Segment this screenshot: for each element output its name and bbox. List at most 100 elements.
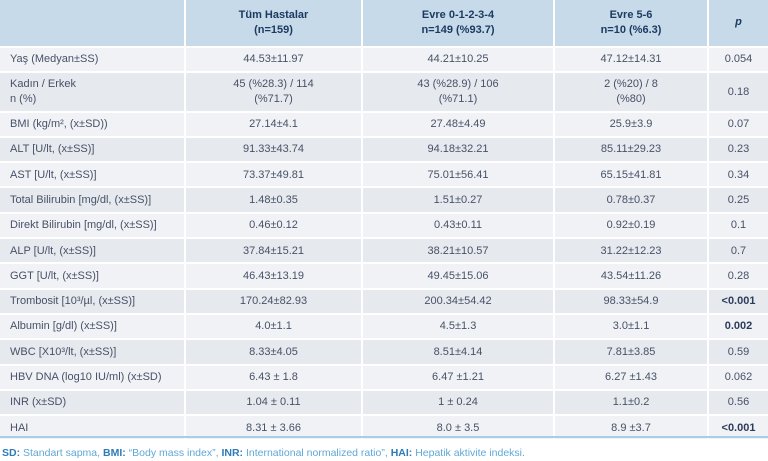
table-row: INR (x±SD) 1.04 ± 0.11 1 ± 0.24 1.1±0.2 0.56 <box>0 388 768 417</box>
p-value-cell: 0.002 <box>707 312 768 341</box>
row-label-cell: Kadın / Erkek n (%) <box>0 70 186 113</box>
value-cell-evre-5-6: 85.11±29.23 <box>553 135 709 164</box>
header-tum-hastalar: Tüm Hastalar (n=159) <box>184 0 363 48</box>
table-row: AST [U/lt, (x±SS)] 73.37±49.81 75.01±56.41… <box>0 161 768 189</box>
footnote-text: International normalized ratio”, <box>243 447 391 460</box>
row-label-cell: Trombosit [10³/µl, (x±SS)] <box>0 287 186 315</box>
value-cell-tum-hastalar: 1.04 ± 0.11 <box>184 388 363 417</box>
header-evre-5-6: Evre 5-6 n=10 (%6.3) <box>553 0 709 48</box>
value-cell-evre-0-1-2-3-4: 75.01±56.41 <box>361 161 555 189</box>
value-cell-evre-0-1-2-3-4: 43 (%28.9) / 106 (%71.1) <box>361 70 555 113</box>
table-row: Yaş (Medyan±SS) 44.53±11.97 44.21±10.25 47.… <box>0 45 768 73</box>
footnote-abbreviation: SD: <box>2 447 21 460</box>
value-cell-tum-hastalar: 46.43±13.19 <box>184 262 363 290</box>
value-cell-evre-5-6: 3.0±1.1 <box>553 312 709 341</box>
footnote-text: “Body mass index”, <box>125 447 222 460</box>
p-value-cell: 0.062 <box>707 363 768 391</box>
value-cell-tum-hastalar: 8.33±4.05 <box>184 338 363 366</box>
footnote-abbreviation: BMI: <box>102 447 126 460</box>
value-cell-evre-5-6: 31.22±12.23 <box>553 237 709 265</box>
value-cell-evre-0-1-2-3-4: 94.18±32.21 <box>361 135 555 164</box>
p-value-cell: 0.59 <box>707 338 768 366</box>
table-row: WBC [X10³/lt, (x±SS)] 8.33±4.05 8.51±4.14 7… <box>0 338 768 366</box>
p-value-cell: 0.23 <box>707 135 768 164</box>
header-p-value: p <box>707 0 768 48</box>
value-cell-evre-0-1-2-3-4: 1.51±0.27 <box>361 186 555 214</box>
table-row: Direkt Bilirubin [mg/dl, (x±SS)] 0.46±0.1… <box>0 211 768 240</box>
footnote-text: Standart sapma, <box>20 447 103 460</box>
footnote-abbreviation: INR: <box>221 447 244 460</box>
p-value-cell: 0.07 <box>707 110 768 138</box>
p-value-cell: 0.7 <box>707 237 768 265</box>
value-cell-tum-hastalar: 1.48±0.35 <box>184 186 363 214</box>
value-cell-evre-5-6: 2 (%20) / 8 (%80) <box>553 70 709 113</box>
bottom-divider <box>0 436 768 438</box>
value-cell-tum-hastalar: 0.46±0.12 <box>184 211 363 240</box>
value-cell-evre-5-6: 7.81±3.85 <box>553 338 709 366</box>
row-label-cell: ALP [U/lt, (x±SS)] <box>0 237 186 265</box>
table-row: Total Bilirubin [mg/dl, (x±SS)] 1.48±0.35… <box>0 186 768 214</box>
row-label-cell: WBC [X10³/lt, (x±SS)] <box>0 338 186 366</box>
value-cell-evre-0-1-2-3-4: 4.5±1.3 <box>361 312 555 341</box>
value-cell-tum-hastalar: 6.43 ± 1.8 <box>184 363 363 391</box>
footnote-abbreviation: HAI: <box>390 447 413 460</box>
value-cell-evre-5-6: 6.27 ±1.43 <box>553 363 709 391</box>
value-cell-tum-hastalar: 45 (%28.3) / 114 (%71.7) <box>184 70 363 113</box>
table-row: GGT [U/lt, (x±SS)] 46.43±13.19 49.45±15.06… <box>0 262 768 290</box>
value-cell-evre-0-1-2-3-4: 8.51±4.14 <box>361 338 555 366</box>
row-label-cell: HAI <box>0 414 186 442</box>
value-cell-tum-hastalar: 73.37±49.81 <box>184 161 363 189</box>
table-row: HBV DNA (log10 IU/ml) (x±SD) 6.43 ± 1.8 6.… <box>0 363 768 391</box>
value-cell-evre-5-6: 43.54±11.26 <box>553 262 709 290</box>
p-value-cell: 0.28 <box>707 262 768 290</box>
value-cell-evre-5-6: 25.9±3.9 <box>553 110 709 138</box>
header-row: Tüm Hastalar (n=159) Evre 0-1-2-3-4 n=14… <box>0 0 768 48</box>
value-cell-tum-hastalar: 27.14±4.1 <box>184 110 363 138</box>
value-cell-evre-0-1-2-3-4: 0.43±0.11 <box>361 211 555 240</box>
row-label-cell: Direkt Bilirubin [mg/dl, (x±SS)] <box>0 211 186 240</box>
value-cell-tum-hastalar: 170.24±82.93 <box>184 287 363 315</box>
p-value-cell: 0.18 <box>707 70 768 113</box>
row-label-cell: HBV DNA (log10 IU/ml) (x±SD) <box>0 363 186 391</box>
table-row: BMI (kg/m², (x±SD)) 27.14±4.1 27.48±4.49 25… <box>0 110 768 138</box>
value-cell-evre-0-1-2-3-4: 200.34±54.42 <box>361 287 555 315</box>
footnote-text: Hepatik aktivite indeksi. <box>412 447 525 460</box>
value-cell-evre-5-6: 0.78±0.37 <box>553 186 709 214</box>
value-cell-evre-0-1-2-3-4: 49.45±15.06 <box>361 262 555 290</box>
row-label-cell: Yaş (Medyan±SS) <box>0 45 186 73</box>
row-label-cell: INR (x±SD) <box>0 388 186 417</box>
value-cell-evre-0-1-2-3-4: 38.21±10.57 <box>361 237 555 265</box>
header-empty-cell <box>0 0 186 48</box>
header-evre-0-1-2-3-4: Evre 0-1-2-3-4 n=149 (%93.7) <box>361 0 555 48</box>
p-value-cell: <0.001 <box>707 287 768 315</box>
table-row: ALP [U/lt, (x±SS)] 37.84±15.21 38.21±10.57… <box>0 237 768 265</box>
p-value-cell: 0.34 <box>707 161 768 189</box>
row-label-cell: AST [U/lt, (x±SS)] <box>0 161 186 189</box>
value-cell-evre-0-1-2-3-4: 1 ± 0.24 <box>361 388 555 417</box>
value-cell-tum-hastalar: 4.0±1.1 <box>184 312 363 341</box>
table-row: Trombosit [10³/µl, (x±SS)] 170.24±82.93 20… <box>0 287 768 315</box>
p-value-cell: 0.56 <box>707 388 768 417</box>
table-header: Tüm Hastalar (n=159) Evre 0-1-2-3-4 n=14… <box>0 0 768 48</box>
value-cell-evre-5-6: 1.1±0.2 <box>553 388 709 417</box>
row-label-cell: BMI (kg/m², (x±SD)) <box>0 110 186 138</box>
p-value-cell: 0.25 <box>707 186 768 214</box>
value-cell-evre-0-1-2-3-4: 27.48±4.49 <box>361 110 555 138</box>
value-cell-evre-5-6: 47.12±14.31 <box>553 45 709 73</box>
row-label-cell: Albumin [g/dl) (x±SS)] <box>0 312 186 341</box>
value-cell-evre-5-6: 65.15±41.81 <box>553 161 709 189</box>
p-value-cell: 0.1 <box>707 211 768 240</box>
table-row: Kadın / Erkek n (%) 45 (%28.3) / 114 (%71… <box>0 70 768 113</box>
table-body: Yaş (Medyan±SS) 44.53±11.97 44.21±10.25 47.… <box>0 45 768 442</box>
value-cell-evre-5-6: 98.33±54.9 <box>553 287 709 315</box>
table-row: ALT [U/lt, (x±SS)] 91.33±43.74 94.18±32.21… <box>0 135 768 164</box>
value-cell-tum-hastalar: 91.33±43.74 <box>184 135 363 164</box>
value-cell-tum-hastalar: 44.53±11.97 <box>184 45 363 73</box>
value-cell-evre-0-1-2-3-4: 44.21±10.25 <box>361 45 555 73</box>
p-value-cell: 0.054 <box>707 45 768 73</box>
table-row: Albumin [g/dl) (x±SS)] 4.0±1.1 4.5±1.3 3.0±… <box>0 312 768 341</box>
value-cell-tum-hastalar: 37.84±15.21 <box>184 237 363 265</box>
patient-comparison-table: Tüm Hastalar (n=159) Evre 0-1-2-3-4 n=14… <box>0 0 768 442</box>
row-label-cell: GGT [U/lt, (x±SS)] <box>0 262 186 290</box>
abbreviations-footnote: SD: Standart sapma, BMI: “Body mass inde… <box>0 441 768 461</box>
